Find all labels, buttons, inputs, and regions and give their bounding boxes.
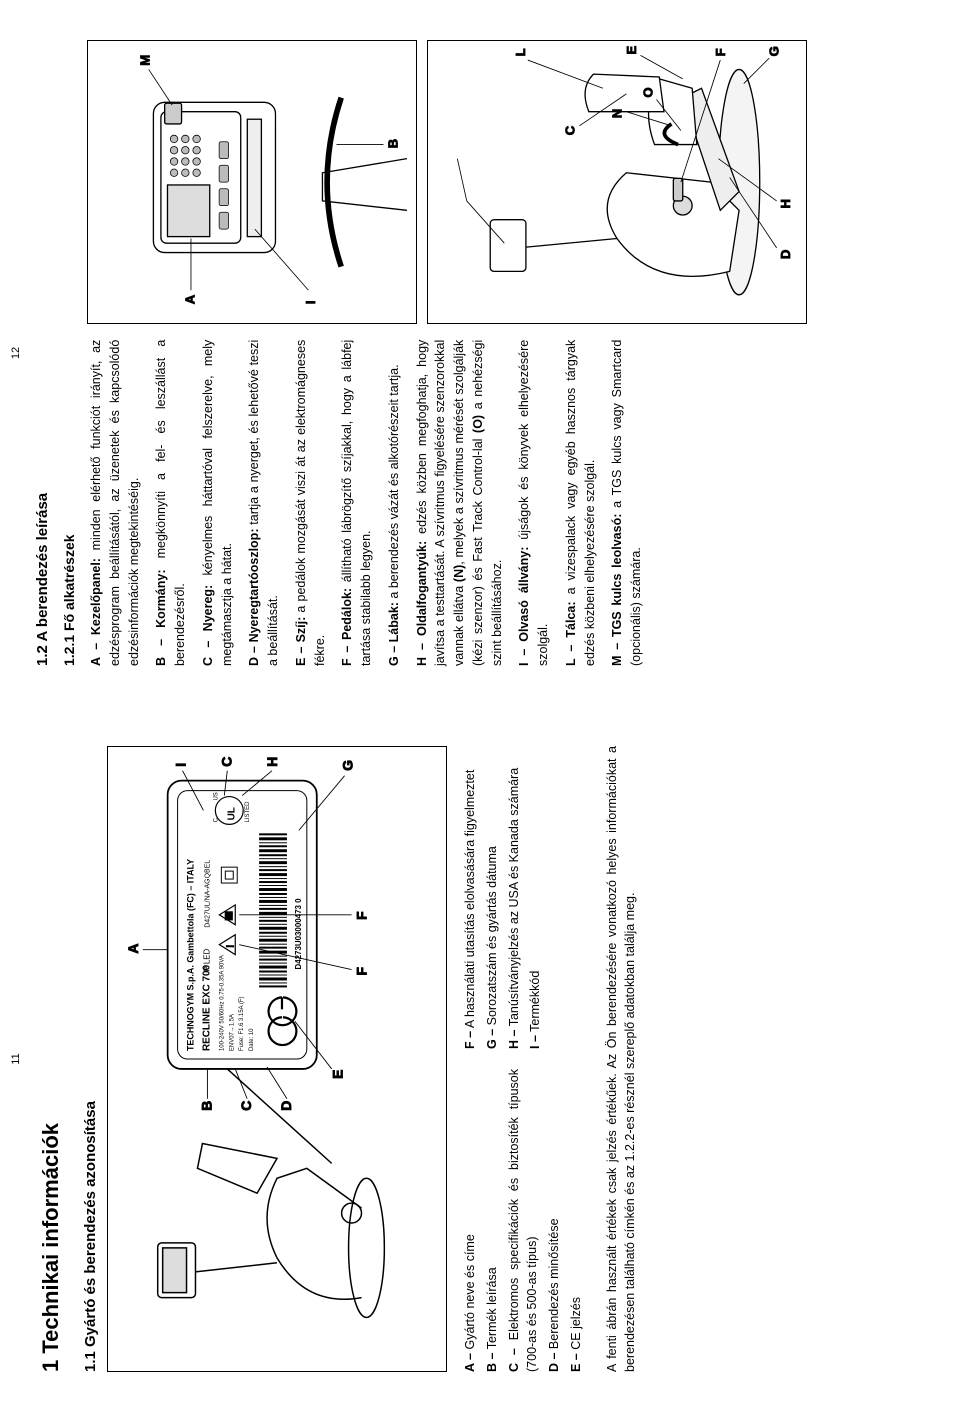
part-item: D – Nyeregtartóoszlop: tartja a nyerget,… — [245, 340, 283, 666]
part-item: A – Kezelőpanel: minden elérhető funkció… — [87, 340, 143, 666]
svg-text:F: F — [713, 48, 728, 56]
legend-item: A – Gyártó neve és címe — [461, 1069, 480, 1372]
svg-text:Fuse: F1.6 3.15A (F): Fuse: F1.6 3.15A (F) — [239, 996, 245, 1051]
svg-text:M: M — [138, 54, 153, 65]
figure-id-label: TECHNOGYM S.p.A. Gambettola (FC) – ITALY… — [107, 746, 447, 1372]
page-12: 12 1.2 A berendezés leírása 1.2.1 Fő alk… — [0, 0, 960, 706]
figure-machine: L C E N O F G H D — [427, 40, 807, 324]
section-title: 1.1 Gyártó és berendezés azonosítása — [82, 746, 99, 1372]
plate-mfg: TECHNOGYM S.p.A. Gambettola (FC) – ITALY — [185, 859, 195, 1051]
part-item: H – Oldalfogantyúk: edzés közben megfogh… — [413, 340, 507, 666]
legend-item: F – A használati utasítás elolvasására f… — [461, 746, 480, 1049]
svg-text:I: I — [303, 300, 318, 304]
legend-item: G – Sorozatszám és gyártás dátuma — [483, 746, 502, 1049]
part-item: B – Kormány: megkönnyíti a fel- és leszá… — [152, 340, 190, 666]
parts-list: A – Kezelőpanel: minden elérhető funkció… — [87, 340, 655, 666]
legend-item: C – Elektromos specifikációk és biztosít… — [505, 1069, 543, 1372]
label-legend-columns: A – Gyártó neve és címeB – Termék leírás… — [461, 746, 589, 1372]
svg-text:G: G — [767, 46, 782, 56]
part-item: G – Lábak: a berendezés vázát és alkotór… — [385, 340, 404, 666]
page-number: 12 — [10, 347, 22, 359]
svg-text:H: H — [778, 199, 793, 208]
svg-text:100-240V 50/60Hz 0.75-0.35A: 100-240V 50/60Hz 0.75-0.35A 90VA — [219, 955, 225, 1051]
svg-text:US: US — [213, 792, 219, 800]
part-item: I – Olvasó állvány: újságok és könyvek e… — [515, 340, 553, 666]
svg-text:I: I — [173, 763, 189, 767]
figure-console: A I M B — [87, 40, 417, 324]
part-item: C – Nyereg: kényelmes háttartóval felsze… — [199, 340, 237, 666]
legend-left: A – Gyártó neve és címeB – Termék leírás… — [461, 1069, 586, 1372]
page-11: 11 1 Technikai információk 1.1 Gyártó és… — [0, 706, 960, 1412]
section-title: 1.2 A berendezés leírása — [34, 40, 51, 666]
part-item: L – Tálca: a vizespalack vagy egyéb hasz… — [562, 340, 600, 666]
svg-text:C: C — [563, 125, 578, 135]
legend-item: B – Termék leírása — [483, 1069, 502, 1372]
svg-text:D: D — [278, 1101, 294, 1111]
page-number: 11 — [10, 1053, 22, 1064]
legend-item: D – Berendezés minősítése — [545, 1069, 564, 1372]
legend-item: E – CE jelzés — [567, 1069, 586, 1372]
svg-text:O: O — [641, 87, 656, 97]
svg-text:E: E — [624, 45, 639, 54]
svg-text:A: A — [183, 294, 198, 304]
svg-text:Date: 10: Date: 10 — [249, 1028, 255, 1051]
two-page-spread: 11 1 Technikai információk 1.1 Gyártó és… — [0, 0, 960, 1412]
svg-text:F: F — [353, 911, 369, 919]
svg-text:E: E — [330, 1070, 346, 1079]
part-item: F – Pedálok: állítható lábrögzítő szíjak… — [338, 340, 376, 666]
svg-text:B: B — [386, 139, 401, 148]
svg-text:H: H — [264, 757, 280, 767]
footnote: A fenti ábrán használt értékek csak jelz… — [603, 746, 641, 1372]
svg-text:LISTED: LISTED — [245, 801, 251, 823]
svg-text:G: G — [340, 760, 356, 771]
legend-right: F – A használati utasítás elolvasására f… — [461, 746, 545, 1049]
svg-text:N: N — [610, 109, 625, 118]
svg-text:D: D — [778, 249, 793, 258]
part-item: E – Szíj: a pedálok mozgását viszi át az… — [292, 340, 330, 666]
plate-product: RECLINE EXC 700 — [201, 964, 212, 1051]
part-item: M – TGS kulcs leolvasó: a TGS kulcs vagy… — [608, 340, 646, 666]
svg-text:A: A — [125, 944, 141, 954]
svg-text:ENV07→1.5A: ENV07→1.5A — [229, 1014, 235, 1051]
svg-text:D427UL/NA-AGQBEL: D427UL/NA-AGQBEL — [204, 860, 211, 928]
svg-text:UL: UL — [226, 807, 237, 820]
svg-text:!: ! — [225, 945, 236, 948]
legend-item: I – Termékkód — [526, 746, 545, 1049]
subsection-title: 1.2.1 Fő alkatrészek — [61, 40, 77, 666]
svg-text:C: C — [218, 757, 234, 767]
svg-text:P LED: P LED — [202, 948, 211, 971]
svg-text:C: C — [238, 1101, 254, 1111]
svg-text:C: C — [213, 817, 219, 822]
svg-text:B: B — [198, 1101, 214, 1111]
chapter-title: 1 Technikai információk — [38, 746, 64, 1372]
svg-text:F: F — [353, 967, 369, 976]
svg-text:L: L — [513, 48, 528, 56]
legend-item: H – Tanúsítványjelzés az USA és Kanada s… — [505, 746, 524, 1049]
